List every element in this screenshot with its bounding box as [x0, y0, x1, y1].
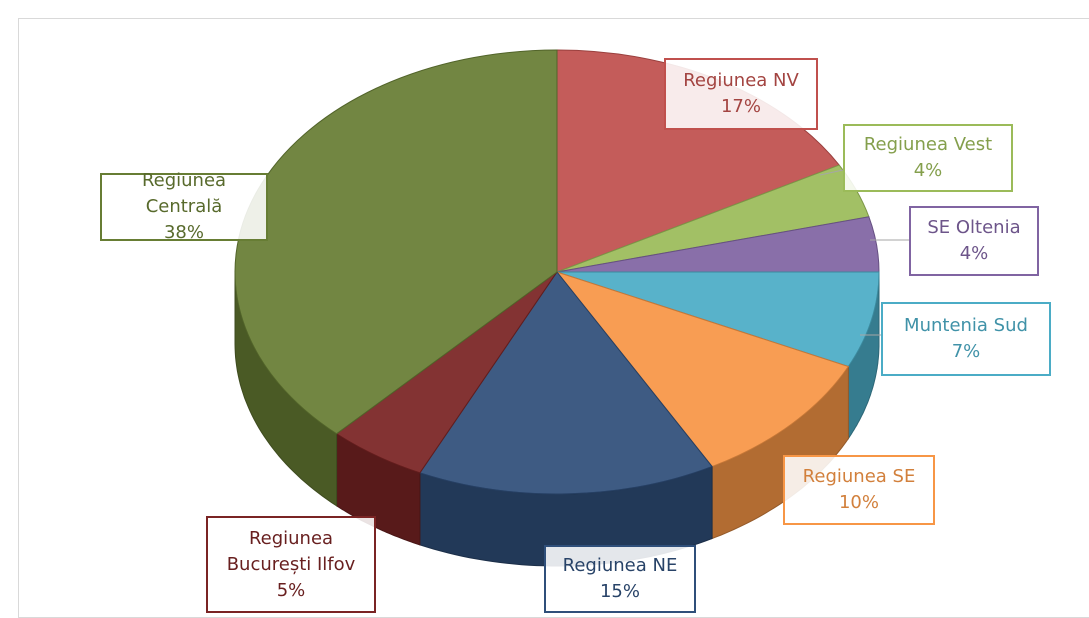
data-label: Regiunea București Ilfov 5%: [206, 516, 376, 613]
data-label: Regiunea SE 10%: [783, 455, 935, 525]
label-value: 17%: [720, 96, 761, 117]
label-value: 10%: [838, 492, 879, 513]
data-label: Regiunea Centrală 38%: [100, 170, 268, 243]
slice: [555, 271, 850, 468]
label-value: 38%: [163, 222, 204, 243]
data-label: Regiunea NV 17%: [664, 58, 818, 130]
label-value: 4%: [913, 160, 943, 181]
label-category: Regiunea NE: [562, 555, 678, 576]
data-label: Regiunea NE 15%: [544, 545, 696, 613]
leader-line: [819, 169, 844, 176]
data-label: SE Oltenia 4%: [909, 206, 1039, 276]
label-category: SE Oltenia: [927, 217, 1021, 238]
label-category: Regiunea Vest: [863, 134, 993, 155]
label-value: 15%: [599, 581, 640, 602]
label-value: 7%: [951, 341, 981, 362]
slice: [419, 271, 713, 495]
label-category: Muntenia Sud: [904, 315, 1028, 336]
label-category: Regiunea SE: [802, 466, 916, 487]
slice: [556, 271, 880, 368]
label-category: Regiunea București Ilfov: [226, 527, 356, 575]
data-label: Regiunea Vest 4%: [843, 124, 1013, 192]
label-value: 4%: [959, 243, 989, 264]
label-value: 5%: [276, 579, 306, 601]
data-label: Muntenia Sud 7%: [881, 302, 1051, 376]
label-category: Regiunea NV: [683, 70, 799, 91]
label-category: Regiunea Centrală: [141, 170, 227, 217]
